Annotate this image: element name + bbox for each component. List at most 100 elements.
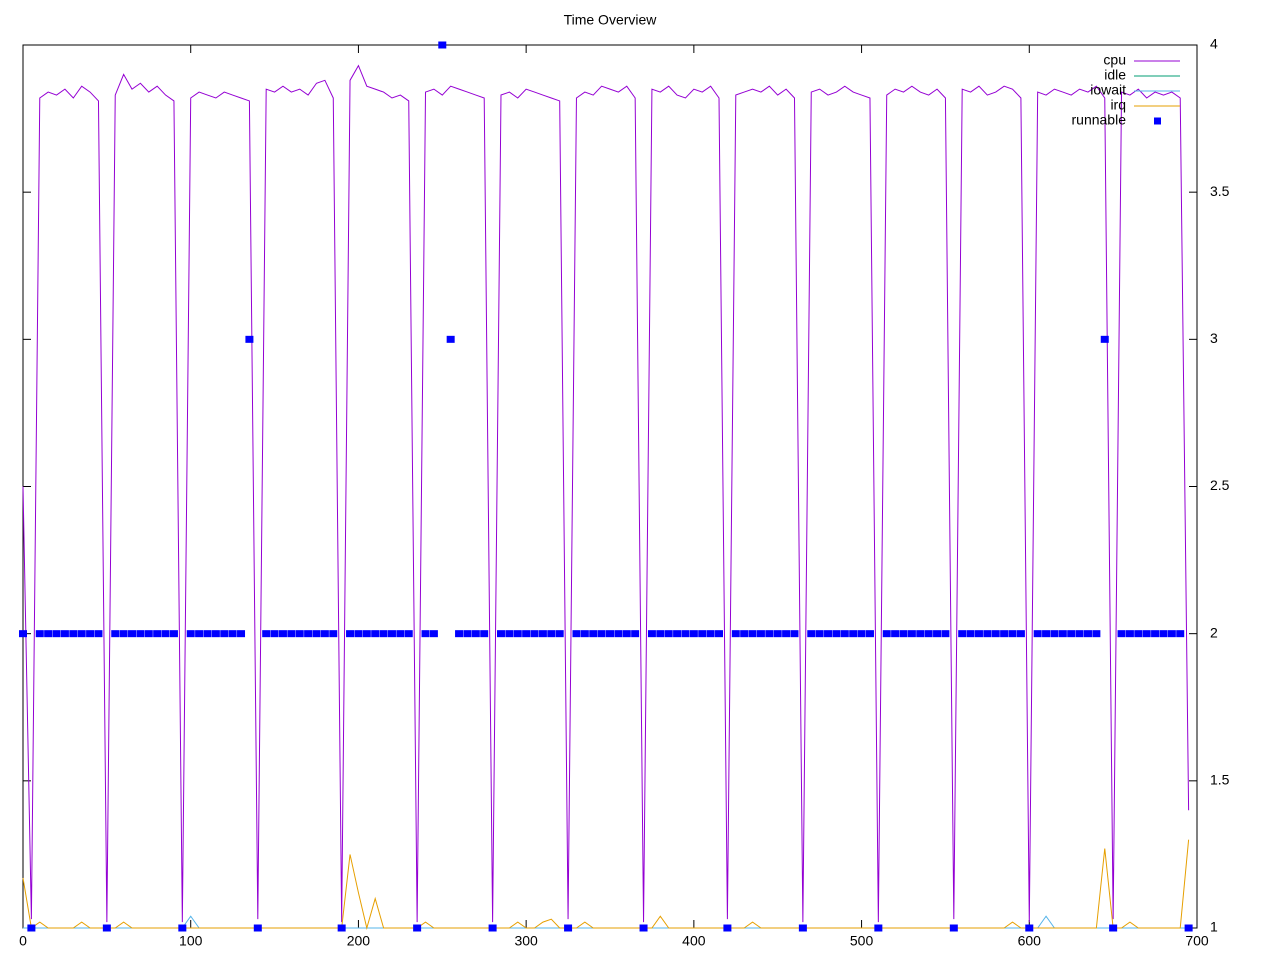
point	[371, 630, 380, 638]
point	[991, 630, 1000, 638]
point	[1117, 630, 1126, 638]
point	[421, 630, 430, 638]
legend-label: runnable	[1072, 112, 1127, 128]
point	[933, 630, 942, 638]
point	[52, 630, 61, 638]
point	[689, 630, 698, 638]
point	[865, 630, 874, 638]
point	[849, 630, 858, 638]
point	[128, 630, 137, 638]
point	[304, 630, 313, 638]
point	[647, 630, 656, 638]
point	[270, 630, 279, 638]
point	[161, 630, 170, 638]
x-tick-label: 200	[347, 933, 371, 949]
point	[1000, 630, 1009, 638]
point	[329, 630, 338, 638]
point	[815, 630, 824, 638]
point	[1125, 630, 1134, 638]
point	[446, 335, 455, 343]
y-tick-label: 1	[1210, 919, 1218, 935]
x-tick-label: 500	[850, 933, 874, 949]
point	[1109, 924, 1118, 932]
point	[178, 924, 187, 932]
point	[513, 630, 522, 638]
point	[756, 630, 765, 638]
point	[740, 630, 749, 638]
point	[27, 924, 36, 932]
point	[773, 630, 782, 638]
y-tick-label: 4	[1210, 36, 1218, 52]
point	[715, 630, 724, 638]
point	[1033, 630, 1042, 638]
point	[86, 630, 95, 638]
y-tick-label: 3	[1210, 330, 1218, 346]
point	[832, 630, 841, 638]
point	[396, 630, 405, 638]
point	[169, 630, 178, 638]
point	[471, 630, 480, 638]
point	[572, 630, 581, 638]
point	[320, 630, 329, 638]
point	[60, 630, 69, 638]
point	[622, 630, 631, 638]
point	[681, 630, 690, 638]
point	[1067, 630, 1076, 638]
point	[698, 630, 707, 638]
point	[790, 630, 799, 638]
point	[798, 924, 807, 932]
point	[631, 630, 640, 638]
point	[958, 630, 967, 638]
point	[1092, 630, 1101, 638]
point	[656, 630, 665, 638]
point	[522, 630, 531, 638]
point	[153, 630, 162, 638]
point	[278, 630, 287, 638]
point	[589, 630, 598, 638]
point	[840, 630, 849, 638]
point	[337, 924, 346, 932]
point	[639, 924, 648, 932]
point	[186, 630, 195, 638]
point	[387, 630, 396, 638]
point	[907, 630, 916, 638]
point	[211, 630, 220, 638]
legend-label: iowait	[1090, 82, 1126, 98]
point	[94, 630, 103, 638]
point	[228, 630, 237, 638]
point	[1151, 630, 1160, 638]
point	[606, 630, 614, 638]
point	[463, 630, 472, 638]
point	[362, 630, 371, 638]
point	[1058, 630, 1067, 638]
legend-label: cpu	[1103, 52, 1126, 68]
point	[1075, 630, 1084, 638]
point	[69, 630, 78, 638]
y-tick-label: 3.5	[1210, 183, 1230, 199]
point	[19, 630, 27, 638]
point	[824, 630, 833, 638]
point	[379, 630, 388, 638]
y-tick-label: 2	[1210, 624, 1218, 640]
point	[1025, 924, 1034, 932]
point	[564, 924, 573, 932]
point	[723, 924, 732, 932]
point	[496, 630, 505, 638]
point	[1159, 630, 1168, 638]
point	[1167, 630, 1176, 638]
point	[891, 630, 900, 638]
series-line	[22, 839, 1190, 930]
point	[203, 630, 212, 638]
point	[706, 630, 715, 638]
point	[438, 41, 447, 49]
point	[673, 630, 682, 638]
point	[413, 924, 422, 932]
y-tick-label: 2.5	[1210, 477, 1230, 493]
x-tick-label: 100	[179, 933, 203, 949]
point	[505, 630, 514, 638]
point	[882, 630, 891, 638]
point	[1100, 335, 1109, 343]
point	[731, 630, 740, 638]
x-tick-label: 600	[1018, 933, 1042, 949]
